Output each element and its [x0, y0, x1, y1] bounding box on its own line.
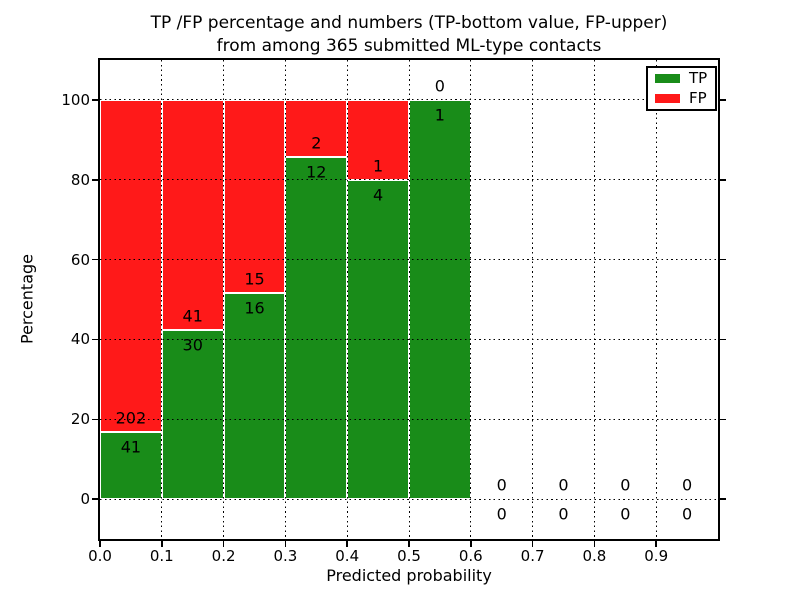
vertical-gridline — [408, 60, 410, 539]
fp-bar-segment — [100, 99, 162, 432]
horizontal-gridline — [100, 99, 718, 101]
x-tick-mark — [408, 541, 410, 547]
fp-bar-segment — [223, 99, 286, 294]
tp-count-label: 1 — [434, 105, 445, 125]
x-tick-label: 0.3 — [273, 547, 298, 565]
tp-count-label: 12 — [306, 162, 327, 182]
fp-count-label: 0 — [496, 475, 507, 495]
tp-bar-segment — [161, 330, 224, 500]
fp-count-label: 15 — [244, 269, 265, 289]
y-tick-label: 100 — [61, 90, 90, 109]
tp-count-label: 0 — [496, 504, 507, 524]
x-tick-mark — [99, 541, 101, 547]
x-tick-label: 0.9 — [644, 547, 669, 565]
fp-bar-segment — [285, 99, 348, 157]
tp-count-label: 41 — [120, 437, 142, 457]
horizontal-gridline — [100, 338, 718, 340]
y-tick-label: 0 — [80, 490, 90, 509]
y-tick-mark-right — [720, 99, 726, 101]
fp-count-label: 1 — [373, 156, 384, 176]
legend-label-fp: FP — [689, 89, 707, 107]
fp-count-label: 0 — [434, 76, 445, 96]
fp-bar-segment — [347, 99, 409, 180]
tp-bar-segment — [223, 293, 286, 500]
x-tick-mark — [346, 541, 348, 547]
horizontal-gridline — [100, 498, 718, 500]
x-tick-label: 0.1 — [149, 547, 174, 565]
tp-bar-segment — [100, 431, 162, 500]
tp-count-label: 0 — [682, 504, 693, 524]
y-tick-mark-right — [720, 258, 726, 261]
fp-count-label: 0 — [620, 475, 631, 495]
vertical-gridline — [223, 60, 225, 539]
y-tick-mark — [92, 498, 98, 500]
horizontal-gridline — [100, 179, 718, 181]
horizontal-gridline — [100, 259, 718, 261]
legend: TP FP — [646, 66, 717, 111]
chart-title-line1: TP /FP percentage and numbers (TP-bottom… — [150, 13, 668, 33]
horizontal-gridline — [100, 418, 718, 420]
vertical-gridline — [532, 60, 534, 539]
y-tick-mark — [92, 179, 98, 181]
x-tick-label: 0.8 — [582, 547, 607, 565]
tp-count-label: 16 — [244, 298, 265, 318]
chart-title-line2: from among 365 submitted ML-type contact… — [216, 36, 602, 56]
y-tick-label: 40 — [70, 330, 90, 349]
chart-title: TP /FP percentage and numbers (TP-bottom… — [98, 12, 720, 58]
plot-area: TP FP 202 41 41 30 15 16 2 12 1 4 0 1 0 0 0 0 0 0 0 0 0.0 0.1… — [61, 58, 726, 565]
vertical-gridline — [161, 60, 163, 539]
tp-count-label: 30 — [182, 335, 203, 355]
fp-count-label: 41 — [182, 306, 203, 326]
x-tick-mark — [470, 541, 472, 547]
x-tick-label: 0.4 — [335, 547, 360, 565]
fp-color-swatch — [655, 94, 680, 103]
x-tick-label: 0.6 — [458, 547, 483, 565]
y-tick-label: 60 — [70, 250, 90, 269]
y-tick-mark-right — [720, 498, 726, 500]
x-tick-mark — [655, 541, 657, 547]
legend-entry-fp: FP — [655, 91, 715, 106]
fp-count-label: 202 — [115, 408, 147, 428]
y-tick-mark — [92, 418, 98, 420]
fp-count-label: 0 — [558, 475, 569, 495]
vertical-gridline — [284, 60, 286, 539]
x-axis-label: Predicted probability — [326, 566, 492, 585]
x-tick-label: 0.0 — [88, 547, 112, 565]
y-tick-mark-right — [720, 179, 726, 181]
fp-count-label: 0 — [682, 475, 693, 495]
vertical-gridline — [593, 60, 595, 539]
y-tick-mark-right — [720, 418, 726, 420]
tp-count-label: 0 — [558, 504, 569, 524]
y-tick-mark-right — [720, 338, 726, 341]
tp-bar-segment — [409, 99, 471, 500]
x-tick-label: 0.7 — [520, 547, 545, 565]
x-tick-mark — [593, 541, 596, 547]
x-tick-label: 0.2 — [211, 547, 236, 565]
legend-label-tp: TP — [689, 69, 708, 87]
vertical-gridline — [470, 60, 472, 539]
x-tick-mark — [161, 541, 163, 547]
y-axis-label: Percentage — [17, 253, 37, 345]
y-tick-mark — [92, 99, 98, 101]
tp-count-label: 0 — [620, 504, 631, 524]
x-tick-mark — [284, 541, 287, 547]
y-tick-mark — [92, 258, 98, 261]
tp-bar-segment — [285, 156, 348, 500]
x-tick-label: 0.5 — [397, 547, 421, 565]
vertical-gridline — [346, 60, 348, 539]
fp-bar-segment — [161, 99, 224, 331]
y-tick-mark — [92, 338, 98, 341]
x-tick-mark — [531, 541, 534, 547]
legend-entry-tp: TP — [655, 71, 715, 86]
x-tick-mark — [222, 541, 225, 547]
fp-count-label: 2 — [311, 133, 322, 153]
y-tick-label: 80 — [70, 170, 90, 189]
tp-color-swatch — [655, 74, 680, 83]
y-tick-label: 20 — [70, 410, 90, 429]
vertical-gridline — [655, 60, 657, 539]
tp-count-label: 4 — [373, 185, 384, 205]
